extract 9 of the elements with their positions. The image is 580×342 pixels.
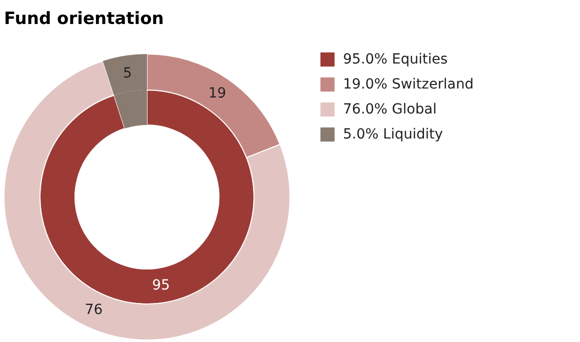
legend-label: 19.0% Switzerland: [343, 76, 474, 92]
data-label: 95: [152, 277, 170, 294]
legend-label: 76.0% Global: [343, 102, 437, 118]
data-label: 5: [122, 66, 132, 82]
legend-label: 95.0% Equities: [343, 52, 448, 68]
chart-title: Fund orientation: [4, 9, 164, 29]
data-label: 19: [208, 86, 226, 102]
legend-label: 5.0% Liquidity: [343, 126, 443, 142]
data-label: 76: [84, 302, 103, 318]
